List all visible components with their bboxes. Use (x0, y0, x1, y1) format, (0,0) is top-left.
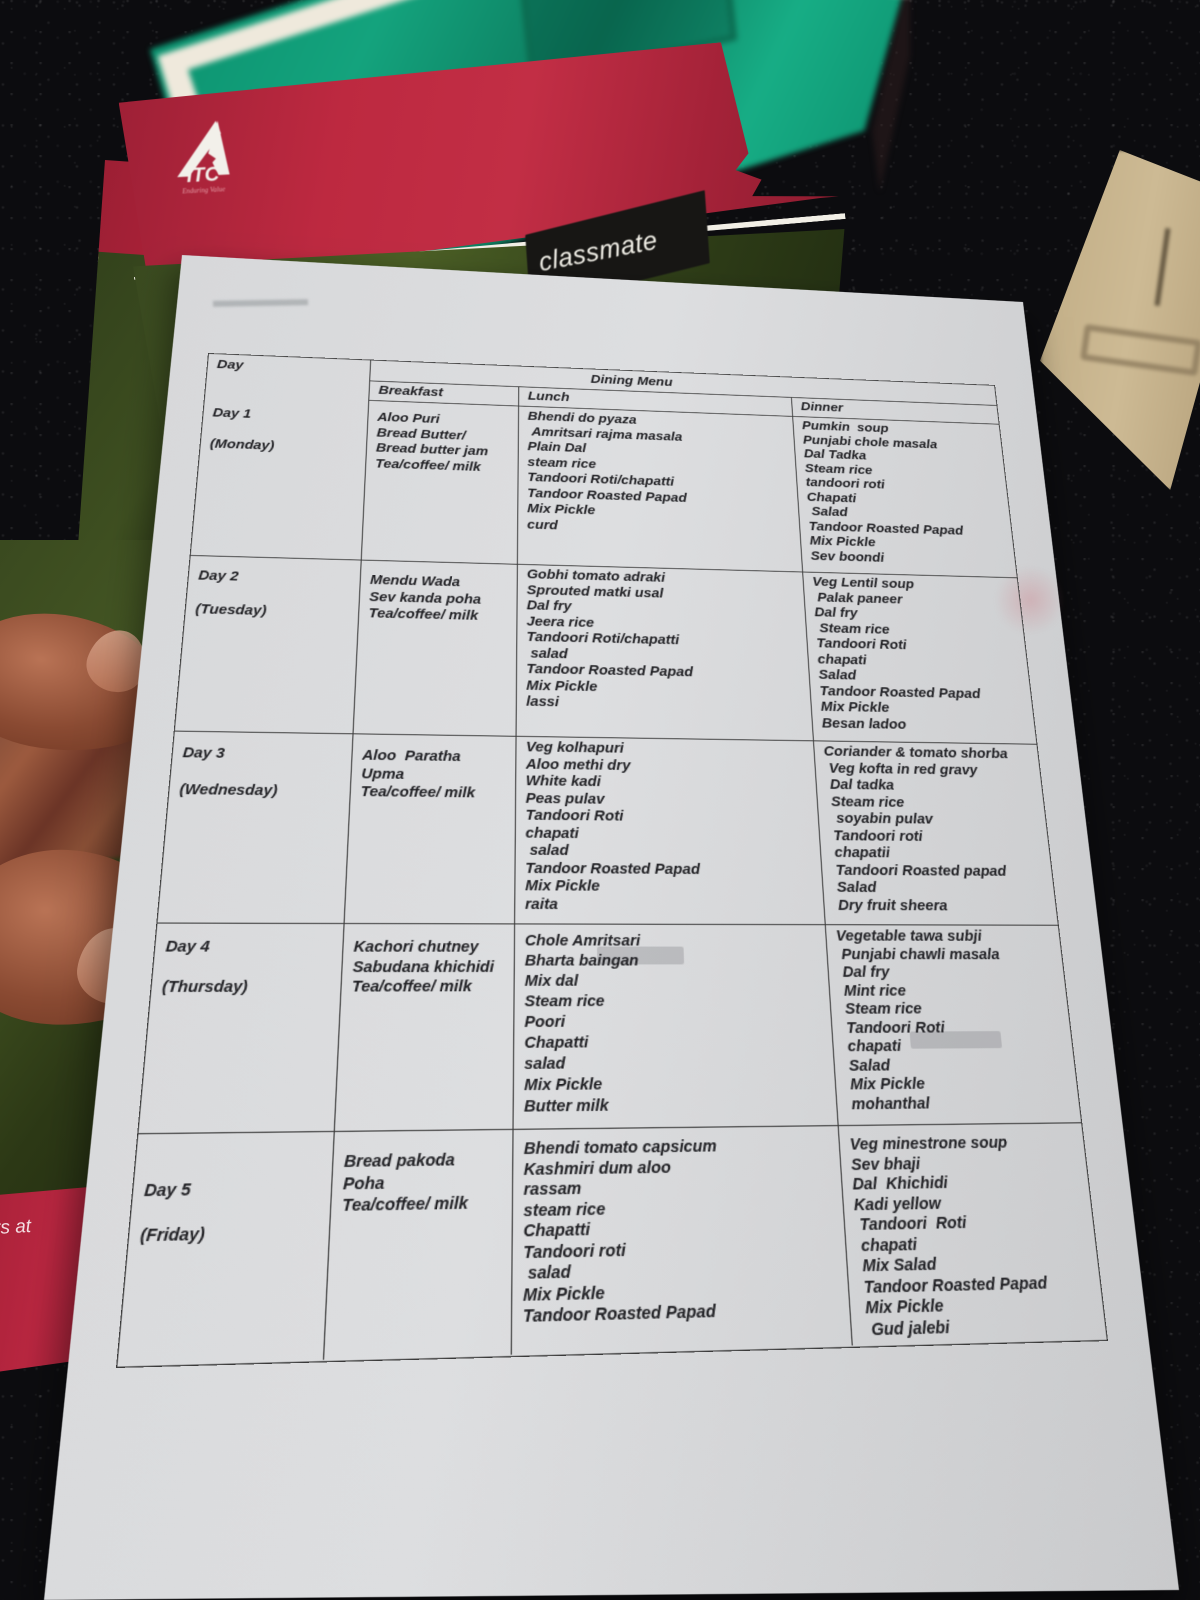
svg-text:Enduring Value: Enduring Value (181, 186, 225, 195)
svg-text:ITC: ITC (186, 164, 220, 188)
